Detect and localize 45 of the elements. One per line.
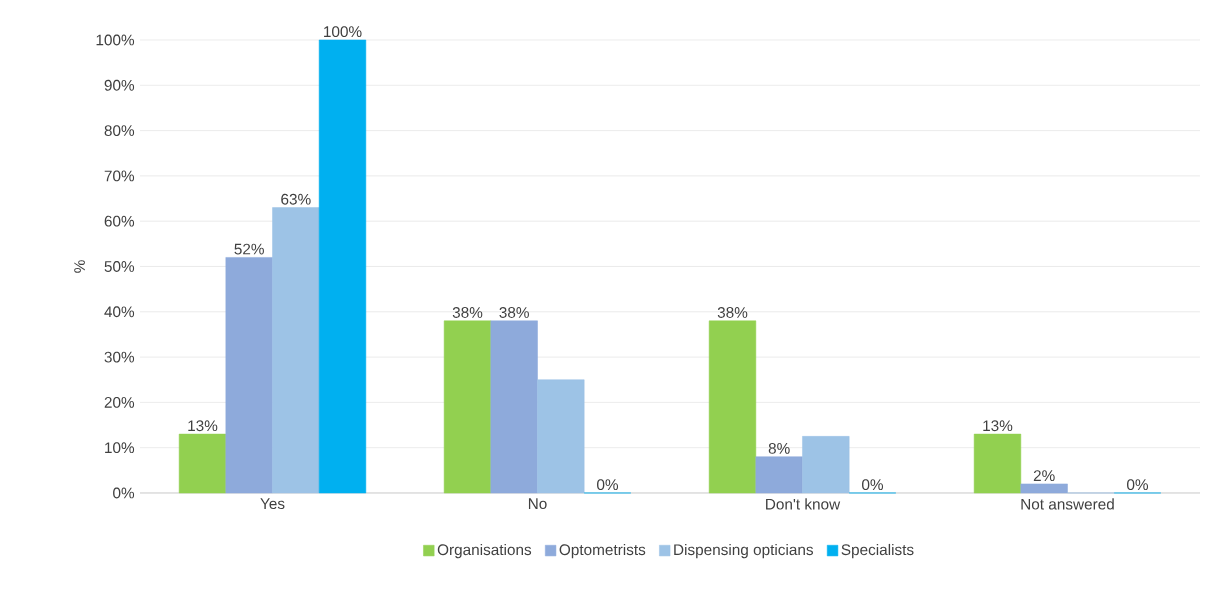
bar bbox=[490, 320, 538, 494]
bar bbox=[1020, 483, 1068, 494]
y-tick-label: 50% bbox=[104, 261, 135, 272]
data-label: 52% bbox=[234, 243, 264, 255]
y-tick-label: 70% bbox=[104, 170, 135, 182]
data-label: 0% bbox=[597, 479, 619, 491]
x-tick-label: No bbox=[528, 498, 547, 510]
data-label: 8% bbox=[768, 442, 790, 454]
bar bbox=[318, 39, 367, 494]
y-axis-title: % bbox=[74, 260, 85, 273]
x-tick-label: Don't know bbox=[766, 498, 841, 510]
bar bbox=[708, 320, 757, 494]
y-tick-label: 60% bbox=[104, 215, 135, 227]
y-tick-label: 30% bbox=[104, 351, 135, 363]
y-tick-label: 0% bbox=[113, 487, 135, 499]
data-label: 38% bbox=[452, 307, 483, 318]
data-label: 0% bbox=[1127, 479, 1149, 491]
data-label: 0% bbox=[862, 479, 884, 491]
bar bbox=[443, 320, 492, 494]
bar bbox=[272, 207, 320, 494]
bar bbox=[973, 433, 1022, 494]
bar bbox=[755, 456, 803, 494]
x-tick-label: Not answered bbox=[1021, 498, 1114, 510]
data-label: 100% bbox=[324, 26, 362, 38]
y-tick-label: 20% bbox=[104, 396, 135, 408]
data-label: 63% bbox=[281, 193, 311, 205]
legend-label: Organisations bbox=[437, 543, 532, 559]
y-tick-label: 100% bbox=[96, 34, 135, 46]
data-label: 38% bbox=[499, 307, 529, 318]
y-tick-label: 10% bbox=[105, 442, 135, 454]
y-tick-label: 90% bbox=[104, 79, 135, 91]
y-tick-label: 80% bbox=[104, 125, 135, 137]
data-label: 13% bbox=[188, 420, 218, 432]
bar bbox=[178, 433, 227, 494]
bar bbox=[802, 436, 850, 494]
x-tick-label: Yes bbox=[260, 498, 285, 510]
bar bbox=[225, 257, 273, 494]
data-label: 13% bbox=[983, 420, 1013, 432]
legend-label: Dispensing opticians bbox=[674, 543, 814, 559]
data-label: 38% bbox=[717, 307, 748, 318]
legend-label: Optometrists bbox=[559, 543, 646, 559]
data-label: 2% bbox=[1033, 470, 1055, 481]
bar bbox=[537, 379, 585, 494]
y-tick-label: 40% bbox=[104, 306, 135, 318]
legend-label: Specialists bbox=[841, 543, 914, 559]
